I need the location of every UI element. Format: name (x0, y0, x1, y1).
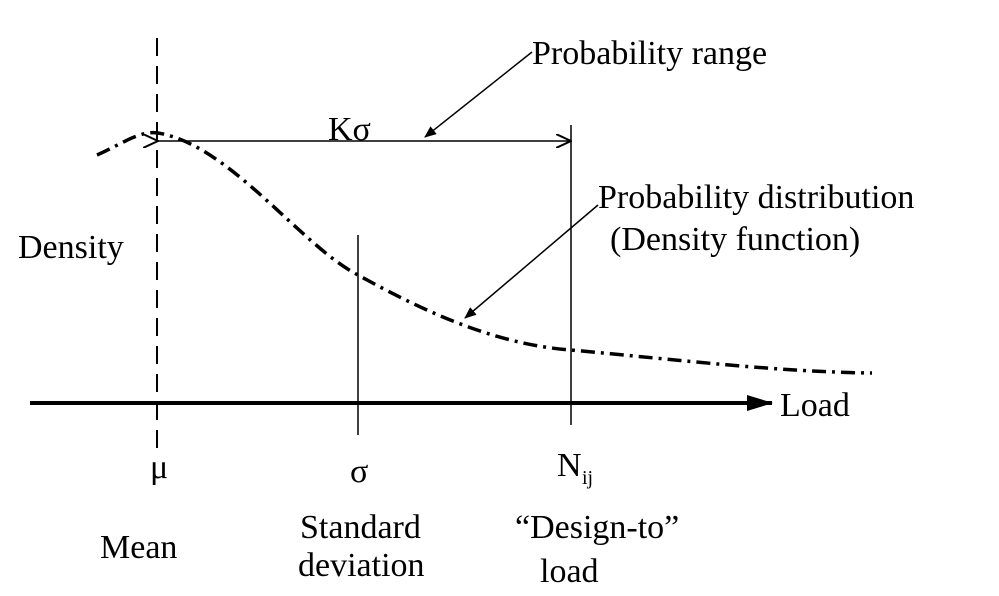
marker-symbol: μ (150, 449, 168, 486)
marker-caption: load (540, 553, 599, 590)
marker-symbol: N (557, 447, 582, 484)
marker-symbol: σ (350, 453, 368, 490)
marker-caption: Mean (100, 529, 177, 566)
pointer-arrow (424, 51, 533, 138)
annotation: Probability range (532, 35, 767, 72)
annotation: Kσ (328, 111, 371, 148)
marker-caption: “Design-to” (515, 509, 679, 546)
x-axis-label: Load (780, 387, 850, 424)
annotation: (Density function) (610, 221, 860, 258)
y-axis-label: Density (18, 229, 124, 266)
marker-subscript: ij (582, 467, 593, 489)
pointer-arrow (464, 204, 599, 319)
marker-caption: Standard (300, 509, 421, 546)
marker-caption: deviation (298, 547, 425, 584)
annotation: Probability distribution (598, 179, 914, 216)
density-curve (96, 130, 873, 375)
